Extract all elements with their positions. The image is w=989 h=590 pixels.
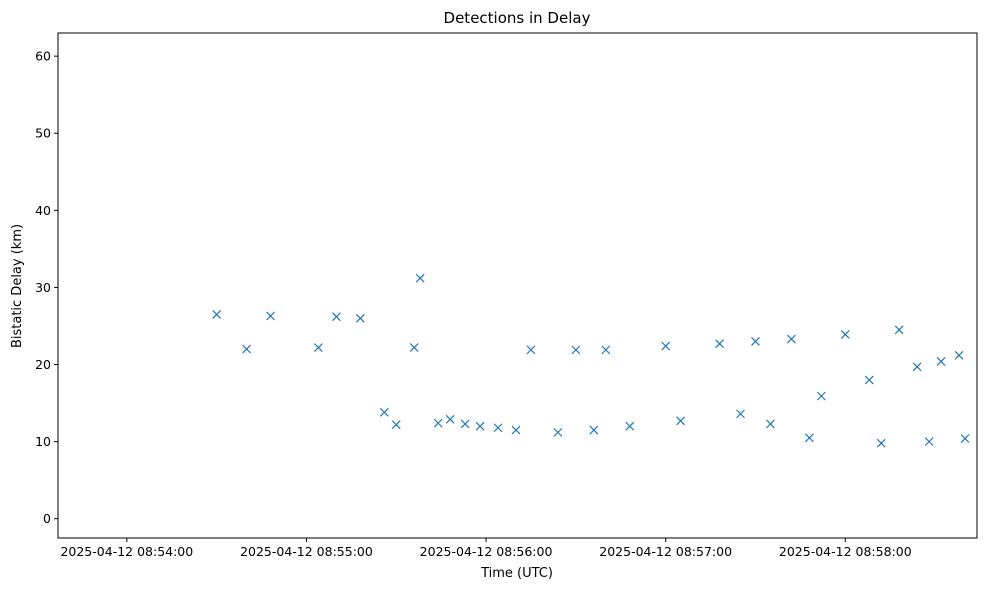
data-point-x-marker <box>314 343 323 352</box>
data-point-x-marker <box>409 343 419 352</box>
y-tick-label: 10 <box>35 434 51 449</box>
data-point-x-marker <box>589 425 599 435</box>
x-axis: 2025-04-12 08:54:00 2025-04-12 08:55:00 20… <box>60 538 912 559</box>
x-tick-label: 2025-04-12 08:55:00 <box>240 544 373 559</box>
y-axis: 0 10 20 30 40 50 60 <box>35 49 58 526</box>
data-point-x-marker <box>751 336 760 346</box>
data-point-x-marker <box>526 345 536 355</box>
x-axis-label: Time (UTC) <box>480 566 553 581</box>
data-point-x-marker <box>379 407 389 417</box>
data-point-x-marker <box>212 309 222 319</box>
data-point-x-marker <box>625 421 635 431</box>
plot-area <box>57 32 978 539</box>
data-point-x-marker <box>460 419 470 429</box>
data-point-x-marker <box>493 423 503 433</box>
y-axis-label: Bistatic Delay (km) <box>10 224 25 348</box>
data-point-x-marker <box>661 341 671 351</box>
data-point-x-marker <box>936 357 946 366</box>
data-point-x-marker <box>924 437 934 447</box>
data-point-x-marker <box>266 311 275 321</box>
data-point-x-marker <box>736 409 745 419</box>
data-point-x-marker <box>571 345 581 355</box>
data-point-x-marker <box>415 273 425 283</box>
data-point-x-marker <box>912 362 922 372</box>
data-point-x-marker <box>960 434 970 443</box>
data-point-x-marker <box>445 414 455 424</box>
y-tick-label: 50 <box>35 126 51 141</box>
y-tick-label: 30 <box>35 280 51 295</box>
data-point-x-marker <box>876 438 886 448</box>
data-point-x-marker <box>954 350 964 360</box>
data-point-x-marker <box>553 427 563 437</box>
data-point-x-marker <box>894 325 904 335</box>
data-point-x-marker <box>433 418 443 428</box>
x-tick-label: 2025-04-12 08:54:00 <box>60 544 193 559</box>
chart-title: Detections in Delay <box>444 9 591 27</box>
data-point-x-marker <box>804 433 814 443</box>
data-point-x-marker <box>786 334 796 344</box>
y-tick-label: 20 <box>35 357 51 372</box>
data-point-x-marker <box>715 339 724 349</box>
data-point-x-marker <box>391 420 401 430</box>
data-point-x-marker <box>864 375 874 385</box>
data-point-x-marker <box>601 345 611 355</box>
data-point-x-marker <box>511 425 521 435</box>
x-tick-label: 2025-04-12 08:56:00 <box>420 544 553 559</box>
y-tick-label: 0 <box>43 511 51 526</box>
data-point-x-marker <box>242 344 252 354</box>
data-point-x-marker <box>840 330 850 339</box>
data-point-x-marker <box>816 391 826 401</box>
data-point-x-marker <box>475 421 485 431</box>
data-point-x-marker <box>766 419 775 429</box>
data-point-x-marker <box>331 312 341 322</box>
y-tick-label: 40 <box>35 203 51 218</box>
x-tick-label: 2025-04-12 08:58:00 <box>779 544 912 559</box>
data-point-x-marker <box>355 313 365 323</box>
x-tick-label: 2025-04-12 08:57:00 <box>599 544 732 559</box>
plot-frame <box>57 32 978 539</box>
y-tick-label: 60 <box>35 49 51 64</box>
data-markers <box>212 273 970 448</box>
data-point-x-marker <box>676 416 686 426</box>
